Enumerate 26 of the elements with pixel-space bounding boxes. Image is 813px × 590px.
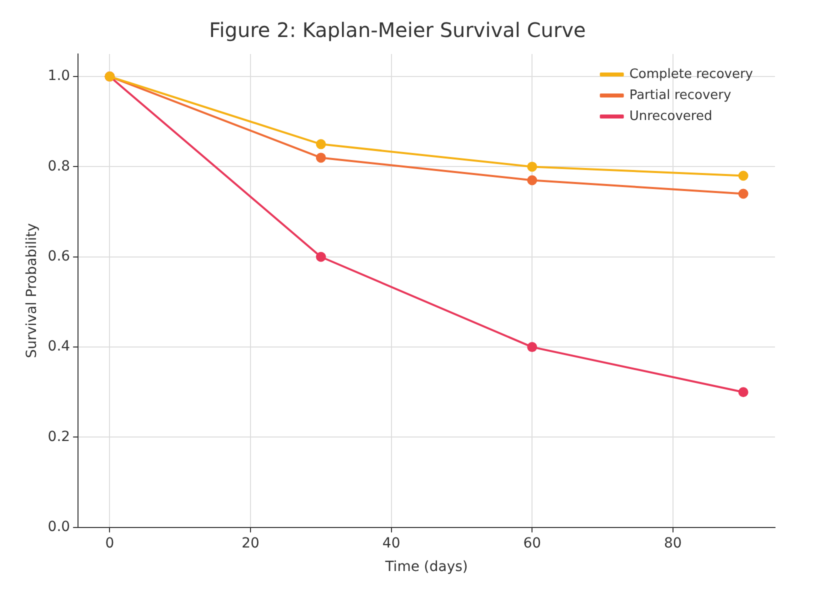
chart-title: Figure 2: Kaplan-Meier Survival Curve (209, 18, 586, 42)
legend-label: Unrecovered (629, 108, 712, 124)
y-axis-title: Survival Probability (24, 223, 40, 358)
x-tick-label: 0 (105, 535, 114, 552)
point (316, 252, 326, 262)
y-tick-label: 0.2 (48, 428, 70, 445)
point (527, 342, 538, 352)
point (316, 139, 326, 150)
x-tick-label: 80 (664, 535, 682, 552)
y-tick-label: 0.8 (48, 158, 70, 174)
point (527, 175, 538, 186)
point (316, 152, 326, 163)
x-tick-label: 20 (242, 535, 260, 552)
y-tick-label: 0.4 (48, 338, 70, 355)
legend-label: Complete recovery (629, 66, 754, 82)
y-tick-label: 0.0 (48, 519, 70, 536)
point (738, 188, 748, 199)
x-tick-label: 40 (382, 535, 400, 552)
x-axis-title: Time (days) (384, 559, 468, 576)
point (738, 387, 748, 398)
point (527, 162, 538, 172)
legend-label: Partial recovery (629, 88, 732, 103)
y-tick-label: 0.6 (48, 248, 70, 265)
point (738, 170, 748, 181)
y-tick-label: 1.0 (48, 68, 70, 84)
x-tick-label: 60 (523, 535, 542, 552)
